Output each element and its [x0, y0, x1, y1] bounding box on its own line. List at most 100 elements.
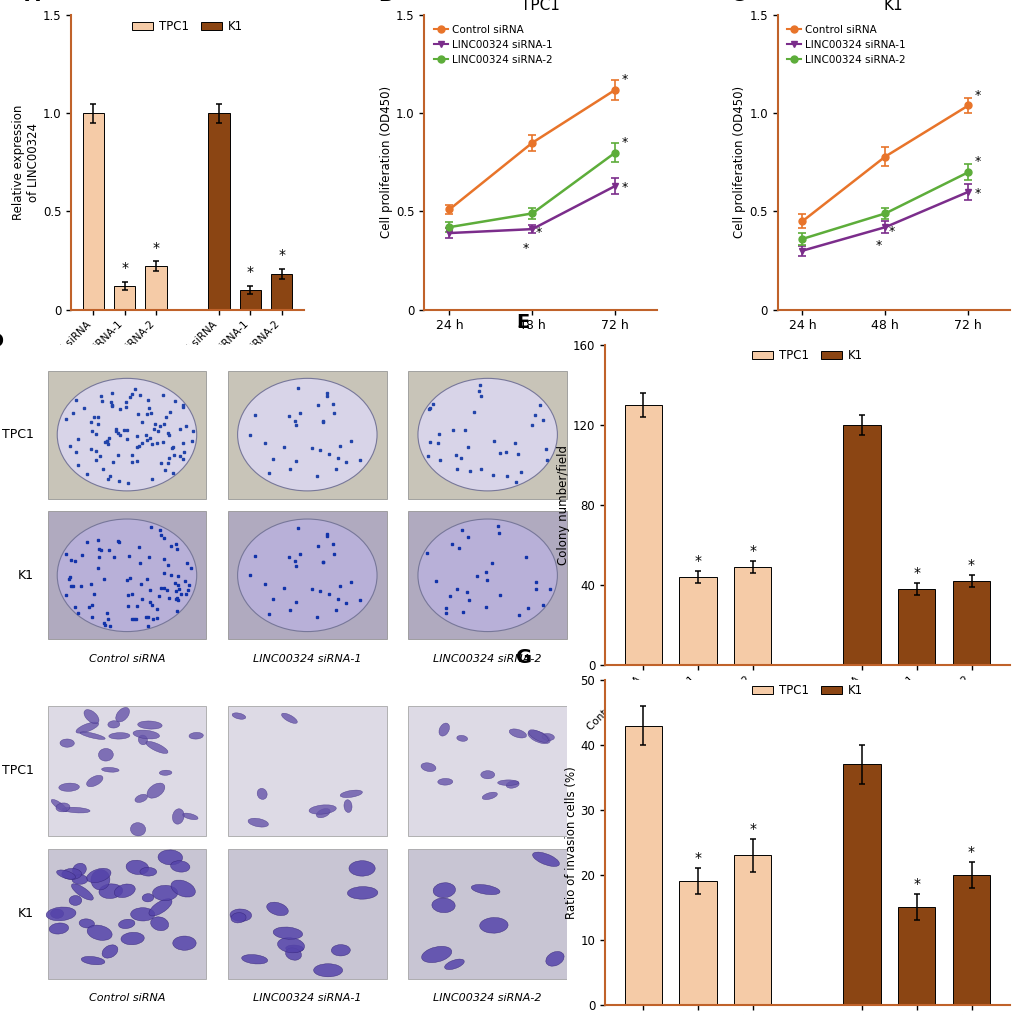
Text: *: *	[974, 188, 980, 200]
Ellipse shape	[347, 887, 377, 899]
Text: *: *	[874, 239, 881, 252]
Ellipse shape	[51, 909, 63, 919]
Bar	[843, 764, 879, 1005]
Bar	[408, 706, 567, 836]
Ellipse shape	[82, 956, 105, 964]
Ellipse shape	[99, 748, 113, 761]
Text: *: *	[278, 249, 285, 263]
Text: *: *	[912, 877, 919, 891]
Ellipse shape	[505, 781, 519, 789]
Legend: TPC1, K1: TPC1, K1	[127, 15, 248, 38]
Bar	[898, 589, 934, 665]
Bar	[114, 286, 136, 310]
Ellipse shape	[285, 945, 303, 952]
Ellipse shape	[72, 864, 87, 876]
Ellipse shape	[230, 912, 246, 923]
Text: TPC1: TPC1	[2, 764, 34, 777]
Ellipse shape	[189, 733, 203, 739]
Ellipse shape	[130, 907, 155, 921]
Text: Control siRNA: Control siRNA	[89, 994, 165, 1004]
Title: K1: K1	[883, 0, 903, 12]
Text: K1: K1	[18, 568, 34, 582]
Ellipse shape	[528, 731, 549, 744]
Ellipse shape	[56, 803, 70, 812]
Ellipse shape	[142, 893, 154, 902]
Ellipse shape	[109, 733, 129, 739]
Ellipse shape	[130, 823, 146, 836]
Ellipse shape	[108, 721, 119, 728]
Ellipse shape	[57, 519, 197, 631]
Text: *: *	[522, 242, 528, 255]
Text: LINC00324 siRNA-2: LINC00324 siRNA-2	[433, 654, 541, 664]
Ellipse shape	[140, 868, 157, 876]
Ellipse shape	[149, 898, 172, 916]
Bar	[624, 726, 661, 1005]
Bar	[228, 706, 386, 836]
Ellipse shape	[242, 954, 267, 964]
Ellipse shape	[87, 868, 111, 883]
Ellipse shape	[71, 875, 88, 884]
Ellipse shape	[421, 946, 451, 962]
Text: C: C	[731, 0, 745, 5]
Text: *: *	[974, 88, 980, 102]
Ellipse shape	[545, 951, 564, 966]
Bar	[48, 512, 206, 639]
Ellipse shape	[62, 869, 82, 879]
Ellipse shape	[158, 850, 182, 865]
Legend: Control siRNA, LINC00324 siRNA-1, LINC00324 siRNA-2: Control siRNA, LINC00324 siRNA-1, LINC00…	[429, 20, 555, 69]
Ellipse shape	[285, 948, 302, 960]
Ellipse shape	[471, 884, 499, 894]
Bar	[408, 849, 567, 978]
Ellipse shape	[421, 763, 435, 771]
Ellipse shape	[139, 735, 148, 745]
Bar	[48, 706, 206, 836]
Ellipse shape	[135, 795, 148, 803]
Text: *: *	[694, 554, 701, 568]
Ellipse shape	[71, 884, 93, 900]
Ellipse shape	[457, 736, 467, 741]
Ellipse shape	[151, 917, 168, 931]
Bar	[228, 370, 386, 498]
Text: B: B	[378, 0, 392, 5]
Y-axis label: Ratio of invasion cells (%): Ratio of invasion cells (%)	[565, 766, 577, 919]
Ellipse shape	[62, 807, 90, 813]
Ellipse shape	[528, 730, 548, 742]
Text: A: A	[24, 0, 40, 5]
Ellipse shape	[479, 918, 507, 933]
Text: K1: K1	[18, 907, 34, 921]
Ellipse shape	[281, 714, 297, 724]
Ellipse shape	[126, 860, 149, 875]
Text: *: *	[153, 241, 160, 255]
Ellipse shape	[49, 923, 68, 934]
Ellipse shape	[147, 784, 165, 798]
Ellipse shape	[102, 945, 118, 958]
Y-axis label: Relative expression
of LINC00324: Relative expression of LINC00324	[12, 105, 40, 220]
Ellipse shape	[237, 519, 377, 631]
Bar	[679, 881, 716, 1005]
Ellipse shape	[237, 379, 377, 491]
Ellipse shape	[75, 722, 99, 733]
Ellipse shape	[170, 861, 190, 872]
Text: *: *	[912, 566, 919, 580]
Ellipse shape	[172, 809, 184, 824]
Ellipse shape	[541, 734, 554, 741]
Ellipse shape	[79, 919, 95, 928]
Text: TPC1: TPC1	[2, 428, 34, 442]
Text: *: *	[748, 822, 755, 836]
Ellipse shape	[437, 779, 452, 786]
Ellipse shape	[121, 933, 144, 945]
Y-axis label: Cell proliferation (OD450): Cell proliferation (OD450)	[733, 86, 746, 239]
Bar	[228, 849, 386, 978]
Bar	[146, 266, 167, 310]
Ellipse shape	[230, 909, 252, 922]
Ellipse shape	[46, 907, 75, 921]
Bar	[408, 370, 567, 498]
Ellipse shape	[277, 938, 305, 953]
Text: Control siRNA: Control siRNA	[89, 654, 165, 664]
Ellipse shape	[171, 880, 196, 897]
Bar	[48, 849, 206, 978]
Ellipse shape	[99, 884, 122, 898]
Text: *: *	[121, 261, 128, 275]
Ellipse shape	[79, 732, 105, 740]
Ellipse shape	[118, 920, 135, 929]
